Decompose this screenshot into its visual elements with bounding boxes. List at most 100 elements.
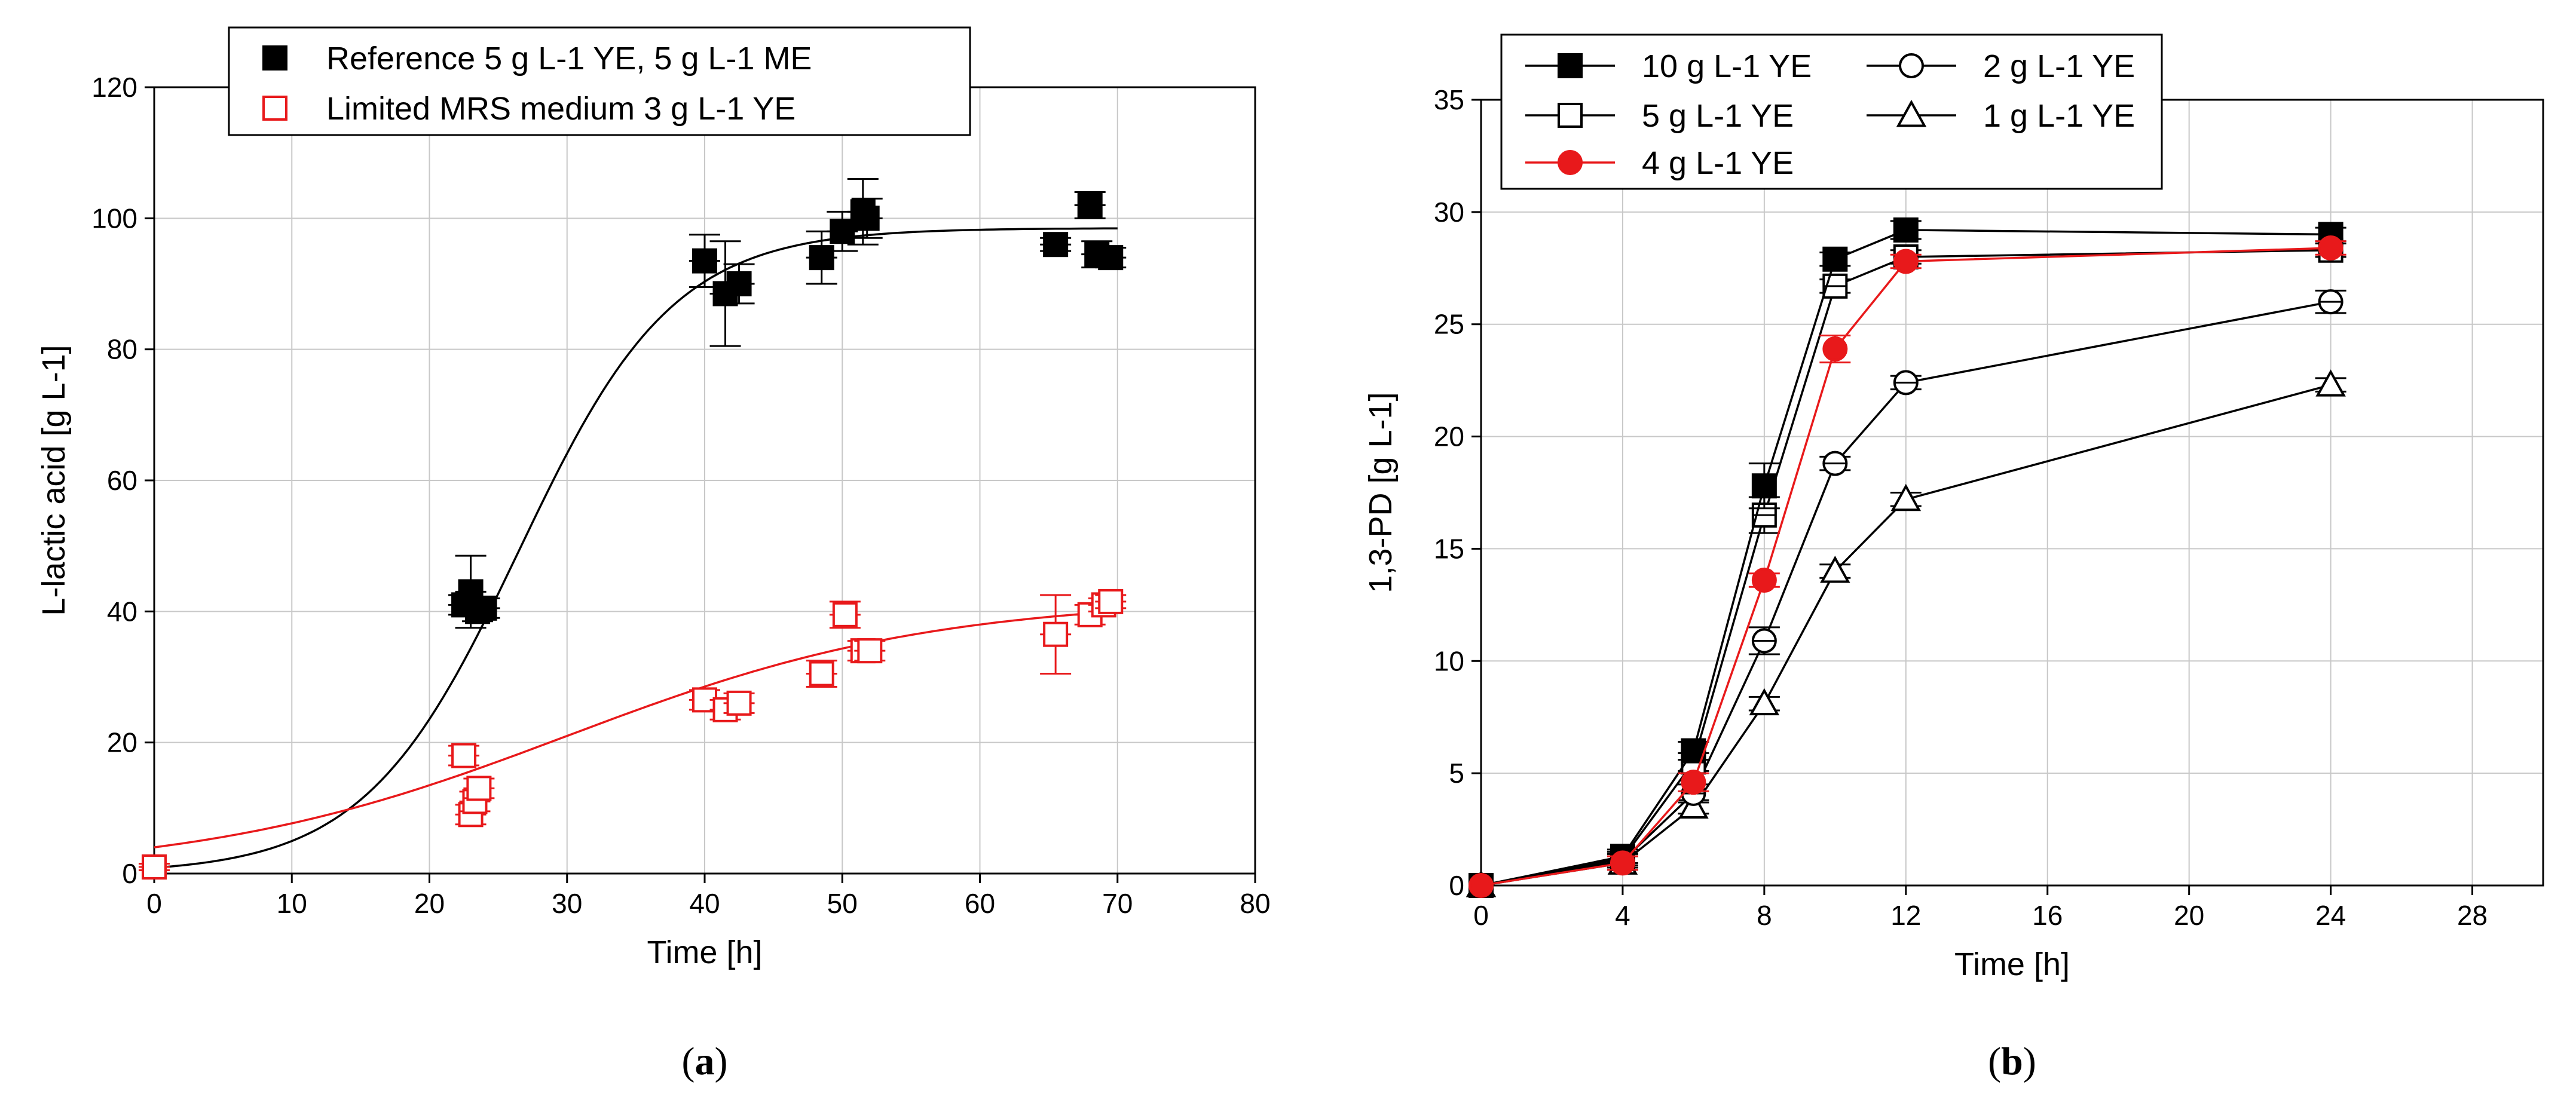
- series-limited-mrs: [139, 589, 1127, 880]
- legend-marker: [1558, 150, 1583, 175]
- data-point: [726, 271, 752, 296]
- panel-label: (a): [682, 1040, 728, 1083]
- data-point: [692, 248, 717, 274]
- legend-box: [228, 26, 971, 136]
- x-tick-label: 60: [965, 888, 995, 919]
- data-point: [1893, 249, 1919, 274]
- legend: Reference 5 g L-1 YE, 5 g L-1 ME Limited …: [228, 26, 971, 136]
- data-point: [1890, 483, 1922, 511]
- panel-label-open-paren: (: [682, 1040, 695, 1083]
- data-point: [1043, 621, 1069, 647]
- data-point: [451, 743, 477, 768]
- y-tick-label: 15: [1434, 533, 1464, 564]
- y-tick-label: 0: [122, 858, 137, 889]
- x-tick-label: 50: [827, 888, 858, 919]
- data-point: [692, 687, 717, 713]
- x-tick-label: 28: [2457, 900, 2488, 931]
- y-tick-label: 30: [1434, 197, 1464, 228]
- data-point: [472, 595, 497, 621]
- data-point: [1043, 232, 1069, 258]
- y-tick-label: 5: [1449, 758, 1464, 789]
- panel-label-letter: a: [695, 1040, 715, 1083]
- panel-b-chart: 0 4 8 12 16 20 24 28 0 5 10 15 20 25 30 35 Time [h] 1,3-P…: [1363, 33, 2544, 1083]
- legend-marker: [262, 45, 287, 71]
- data-point: [1820, 556, 1850, 583]
- x-tick-label: 4: [1615, 900, 1630, 931]
- data-point: [830, 219, 855, 244]
- legend-label: 1 g L-1 YE: [1983, 98, 2135, 134]
- y-tick-label: 120: [91, 72, 137, 103]
- y-tick-label: 40: [107, 596, 137, 627]
- data-point: [1749, 688, 1780, 716]
- data-point: [1751, 473, 1777, 499]
- fit-curve: [154, 227, 1118, 869]
- x-tick-label: 0: [1473, 900, 1489, 931]
- legend-label: 5 g L-1 YE: [1642, 98, 1794, 134]
- panel-label-close-paren: ): [715, 1040, 728, 1083]
- y-tick-label: 60: [107, 465, 137, 496]
- x-axis-title: Time [h]: [1954, 946, 2070, 982]
- legend-marker: [1899, 53, 1924, 78]
- legend-marker: [262, 96, 287, 121]
- data-point: [1610, 850, 1635, 876]
- data-point: [1822, 336, 1848, 362]
- legend-marker: [1558, 103, 1583, 128]
- data-point: [466, 776, 492, 801]
- legend-marker: [1896, 100, 1927, 127]
- data-point: [1098, 245, 1124, 271]
- plot-area: [1481, 100, 2543, 885]
- data-point: [1098, 589, 1124, 614]
- panel-label: (b): [1988, 1040, 2036, 1083]
- data-point: [809, 661, 834, 687]
- legend-marker: [1558, 53, 1583, 78]
- x-tick-label: 20: [2174, 900, 2204, 931]
- legend-label: Reference 5 g L-1 YE, 5 g L-1 ME: [326, 41, 812, 76]
- panel-label-letter: b: [2001, 1040, 2023, 1083]
- panel-label-close-paren: ): [2023, 1040, 2036, 1083]
- data-point: [1077, 192, 1103, 218]
- x-tick-label: 10: [277, 888, 307, 919]
- x-tick-label: 12: [1890, 900, 1921, 931]
- x-tick-label: 30: [552, 888, 582, 919]
- data-point: [1681, 770, 1706, 795]
- data-point: [1893, 217, 1919, 243]
- series-4-g-ye: [1468, 235, 2346, 898]
- data-point: [1468, 873, 1494, 898]
- data-point: [142, 854, 167, 880]
- y-tick-label: 20: [107, 727, 137, 758]
- y-axis-title: 1,3-PD [g L-1]: [1363, 392, 1399, 593]
- legend-label: Limited MRS medium 3 g L-1 YE: [326, 91, 796, 127]
- y-tick-label: 10: [1434, 645, 1464, 676]
- y-tick-label: 100: [91, 203, 137, 234]
- x-tick-label: 40: [689, 888, 720, 919]
- legend-label: 4 g L-1 YE: [1642, 145, 1794, 181]
- x-tick-label: 80: [1240, 888, 1270, 919]
- legend: 10 g L-1 YE 5 g L-1 YE 4 g L-1 YE 2 g L-1 Y…: [1500, 33, 2163, 190]
- x-tick-label: 8: [1757, 900, 1772, 931]
- legend-label: 10 g L-1 YE: [1642, 48, 1812, 84]
- y-tick-label: 25: [1434, 309, 1464, 340]
- data-point: [857, 638, 883, 664]
- legend-label: 2 g L-1 YE: [1983, 48, 2135, 84]
- data-point: [2315, 369, 2346, 397]
- x-tick-label: 24: [2315, 900, 2346, 931]
- series-reference: [139, 178, 1127, 880]
- fit-curve: [154, 610, 1118, 848]
- data-point: [726, 690, 752, 716]
- x-tick-label: 16: [2032, 900, 2063, 931]
- y-tick-label: 0: [1449, 870, 1464, 901]
- panel-a-chart: 0 10 20 30 40 50 60 70 80 0 20 40 60 80 100 120 Time [h]…: [36, 26, 1271, 1083]
- x-tick-label: 20: [414, 888, 445, 919]
- x-axis-title: Time [h]: [647, 934, 762, 970]
- data-point: [2318, 235, 2344, 261]
- data-point: [1822, 246, 1848, 272]
- y-tick-label: 20: [1434, 421, 1464, 452]
- x-tick-label: 0: [146, 888, 162, 919]
- x-tick-label: 70: [1102, 888, 1133, 919]
- y-tick-label: 35: [1434, 84, 1464, 115]
- panel-label-open-paren: (: [1988, 1040, 2001, 1083]
- y-tick-label: 80: [107, 334, 137, 365]
- y-axis-title: L-lactic acid [g L-1]: [36, 345, 72, 615]
- data-point: [832, 602, 858, 627]
